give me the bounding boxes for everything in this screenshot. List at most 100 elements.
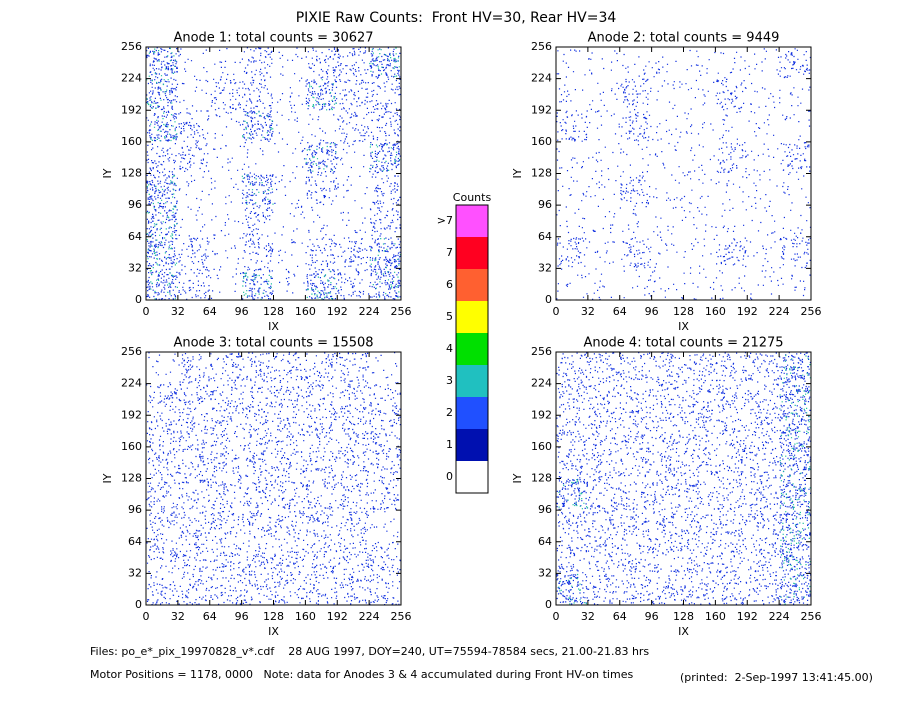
count-cell [716, 478, 747, 510]
count-cell [747, 415, 779, 447]
count-cell [337, 110, 370, 142]
x-tick-label: 0 [143, 610, 150, 623]
count-cell [621, 573, 652, 604]
y-tick-label: 32 [538, 261, 552, 274]
count-cell [305, 384, 338, 416]
count-cell [651, 415, 684, 447]
count-cell [305, 478, 337, 510]
count-cell [241, 384, 273, 416]
count-cell [652, 115, 682, 141]
count-cell [305, 574, 338, 605]
count-cell [242, 110, 274, 142]
count-cell [748, 111, 775, 137]
chart-title: PIXIE Raw Counts: Front HV=30, Rear HV=3… [296, 10, 617, 26]
y-tick-label: 32 [128, 261, 142, 274]
count-cell [748, 510, 780, 542]
count-cell-high [369, 144, 401, 172]
count-cell [210, 415, 242, 447]
count-cell [308, 206, 335, 236]
count-cell [653, 174, 683, 201]
x-tick-label: 0 [553, 305, 560, 318]
count-cell [338, 541, 370, 573]
panel-title: Anode 1: total counts = 30627 [173, 31, 373, 46]
colorbar-swatch [456, 205, 488, 237]
x-tick-label: 0 [553, 610, 560, 623]
y-tick-label: 160 [531, 440, 552, 453]
y-axis-label: IY [101, 168, 114, 178]
y-tick-label: 128 [121, 472, 142, 485]
count-cell [369, 237, 401, 269]
count-cell [148, 352, 176, 384]
count-cell [588, 510, 619, 542]
count-cell [243, 447, 273, 479]
count-cell [338, 415, 370, 446]
count-cell [779, 86, 811, 107]
count-cell [683, 353, 716, 384]
count-cell [782, 110, 811, 141]
y-tick-label: 0 [545, 293, 552, 306]
count-cell [779, 447, 811, 479]
x-tick-label: 128 [673, 610, 694, 623]
count-cell [556, 268, 588, 300]
count-cell [178, 415, 208, 448]
count-cell [588, 383, 620, 416]
count-cell [277, 80, 303, 109]
x-tick-label: 64 [613, 610, 627, 623]
x-axis-label: IX [678, 625, 689, 638]
count-cell [146, 510, 178, 542]
count-cell [652, 478, 682, 511]
count-cell [683, 573, 716, 605]
count-cell [178, 510, 210, 541]
colorbar-swatch [456, 237, 488, 269]
y-tick-label: 224 [121, 377, 142, 390]
count-cell [620, 144, 651, 173]
colorbar-label: 4 [446, 342, 453, 355]
count-cell [146, 205, 178, 237]
x-tick-label: 192 [327, 610, 348, 623]
count-cell [146, 542, 178, 574]
count-cell [556, 574, 588, 605]
count-cell [716, 384, 747, 414]
y-tick-label: 160 [121, 135, 142, 148]
count-cell [779, 236, 811, 269]
count-cell [683, 206, 713, 232]
y-tick-label: 160 [531, 135, 552, 148]
colorbar-swatch [456, 397, 488, 429]
x-tick-label: 0 [143, 305, 150, 318]
count-cell [210, 352, 242, 384]
count-cell [588, 447, 620, 479]
x-tick-label: 192 [737, 610, 758, 623]
count-cell [779, 479, 812, 511]
count-cell [557, 511, 589, 542]
y-tick-label: 64 [128, 535, 142, 548]
count-cell [715, 352, 747, 382]
count-cell [210, 574, 242, 606]
count-cell [748, 352, 780, 383]
count-cell [556, 416, 587, 446]
count-cell [369, 268, 401, 301]
count-cell [684, 415, 715, 446]
colorbar-label: 6 [446, 278, 453, 291]
count-cell [305, 78, 338, 111]
count-cell [589, 110, 620, 141]
y-tick-label: 256 [121, 40, 142, 53]
x-tick-label: 96 [645, 610, 659, 623]
count-cell [339, 573, 369, 605]
y-tick-label: 192 [531, 103, 552, 116]
y-tick-label: 160 [121, 440, 142, 453]
count-cell [242, 542, 274, 574]
count-cell [656, 80, 683, 110]
panel-title: Anode 2: total counts = 9449 [588, 31, 780, 46]
count-cell [210, 478, 242, 510]
x-tick-label: 32 [581, 610, 595, 623]
count-cell [210, 447, 242, 479]
count-cell [178, 478, 210, 510]
count-cell [210, 177, 239, 205]
count-cell [213, 145, 241, 171]
count-cell [146, 78, 179, 111]
y-tick-label: 96 [538, 198, 552, 211]
count-cell [557, 447, 588, 479]
count-cell-high [780, 415, 811, 447]
count-cell [305, 268, 338, 301]
